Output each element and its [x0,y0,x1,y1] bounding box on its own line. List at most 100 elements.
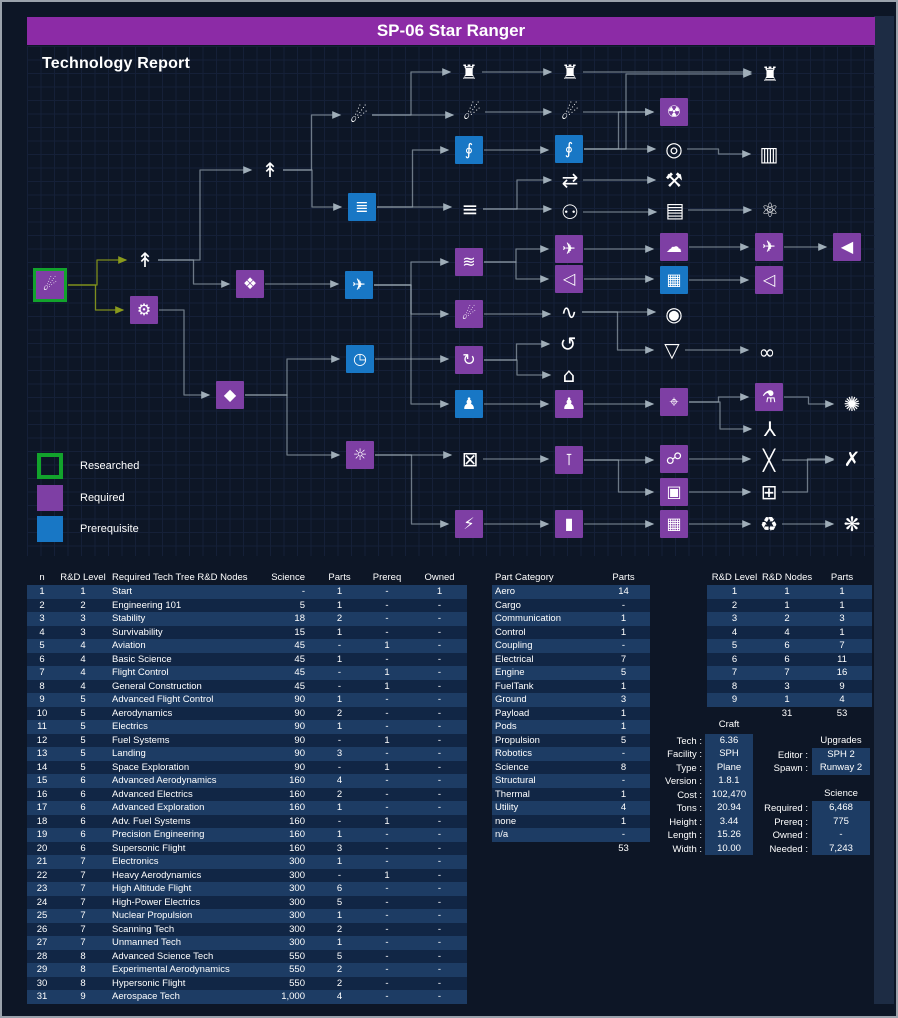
upgrades-field-label: Spawn : [773,763,808,774]
table-row: 19 6 Precision Engineering 160 1 - - [27,828,467,842]
molecule-icon: ⚛ [761,198,779,222]
cell: 2 [336,707,343,719]
table-row: 30 8 Hypersonic Flight 550 2 - - [27,976,467,990]
column-header: R&D Nodes [762,572,812,583]
fuel-pump-icon: ∮ [564,139,574,158]
cell: - [621,599,626,611]
cell: - [385,599,389,611]
tech-node-chip: ▣ [660,478,688,506]
cell: - [437,653,442,665]
cell: 90 [294,734,305,746]
cell: 7 [839,640,845,652]
tech-node-flask: ⚗ [755,383,783,411]
tech-node-rocketD1: ☄ [346,102,372,128]
cell: 9 [39,694,45,706]
craft-field-label: Cost : [677,789,702,801]
propeller-icon: ✗ [843,447,861,471]
part-category-table: Part Category Parts Aero 14 Cargo - Communicat… [492,558,650,855]
table-row: 23 7 High Altitude Flight 300 6 - - [27,882,467,896]
resource-transfer-icon: ⇄ [561,168,579,192]
cell: 160 [289,815,305,827]
cell: 160 [289,775,305,787]
cell: Stability [112,613,146,625]
cell: 1 [384,869,390,881]
cell: - [437,626,442,638]
cell: 90 [294,694,305,706]
cell: 9 [731,694,738,706]
cell: 1 [336,910,343,922]
cell: 7 [731,667,738,679]
tech-node-sci2: ♟ [555,390,583,418]
cell: - [385,950,389,962]
robot-icon: ⊞ [760,480,778,504]
column-header: Required Tech Tree R&D Nodes [112,572,248,583]
cell: Landing [112,748,146,760]
table-row: 10 5 Aerodynamics 90 2 - - [27,706,467,720]
radiation-icon: ☢ [666,102,682,121]
table-row: 9 5 Advanced Flight Control 90 1 - - [27,693,467,707]
craft-field-label: Type : [676,762,702,774]
science-field-value: - [812,828,870,842]
craft-field-value: 6.36 [705,733,753,747]
cell: 7 [39,667,45,679]
cell: 90 [294,721,305,733]
tech-node-plane: ✈ [345,271,373,299]
legend-item-prerequisite: Prerequisite [37,516,139,542]
tech-node-fuel1: ∮ [455,136,483,164]
tech-node-turbofan: ◉ [661,301,687,327]
cell: - [301,586,305,598]
cell: 6 [336,883,343,895]
science-field-label: Needed : [769,843,808,855]
cell: 25 [36,910,48,922]
table-row: FuelTank 1 [492,679,650,693]
cell: 8 [80,950,86,962]
cell: 3 [39,613,45,625]
tech-node-dish: ☍ [660,445,688,473]
tech-node-intake2: ◁ [755,266,783,294]
cell: 10 [36,707,48,719]
cell: 9 [80,991,86,1003]
structural-icon: ≡ [461,197,479,221]
craft-field-value: SPH [705,747,753,761]
air-intake-icon: ◁ [562,269,576,288]
cell: - [385,896,389,908]
cell: 1 [620,626,627,638]
cell: 1 [731,586,738,598]
cell: 1 [80,586,86,598]
cell: 2 [336,613,343,625]
cell: 5 [80,694,86,706]
craft-field-label: Version : [665,776,702,787]
cell: 8 [80,964,86,976]
truck-icon: ▥ [759,142,779,166]
cell: 8 [39,680,45,692]
table-row: 2 1 1 [707,598,872,612]
cell: 4 [731,626,738,638]
cell: 2 [784,613,790,625]
cell: 2 [336,964,343,976]
cell: 3 [336,842,343,854]
tech-node-mask: ⚇ [557,199,583,225]
cell: Cargo [495,599,521,611]
cell: - [621,640,626,652]
tech-node-truck: ▥ [756,141,782,167]
cell: - [385,829,389,841]
cell: 160 [289,802,305,814]
total-cell: 53 [836,707,848,719]
engine-bell-icon: ▽ [664,338,680,362]
cell: - [437,775,442,787]
cell: 14 [36,761,48,773]
aerodynamics-icon: ≋ [462,252,476,271]
cell: - [437,815,442,827]
cell: 1 [384,680,390,692]
cell: Aerospace Tech [112,991,180,1003]
cell: Heavy Aerodynamics [112,869,202,881]
cell: 300 [289,910,305,922]
science-field-value: 775 [812,814,870,828]
cell: 3 [731,613,738,625]
tech-node-waves: ≋ [455,248,483,276]
craft-field-label: Width : [672,843,702,855]
cell: none [495,815,517,827]
cell: - [437,734,442,746]
cell: 6 [39,653,45,665]
